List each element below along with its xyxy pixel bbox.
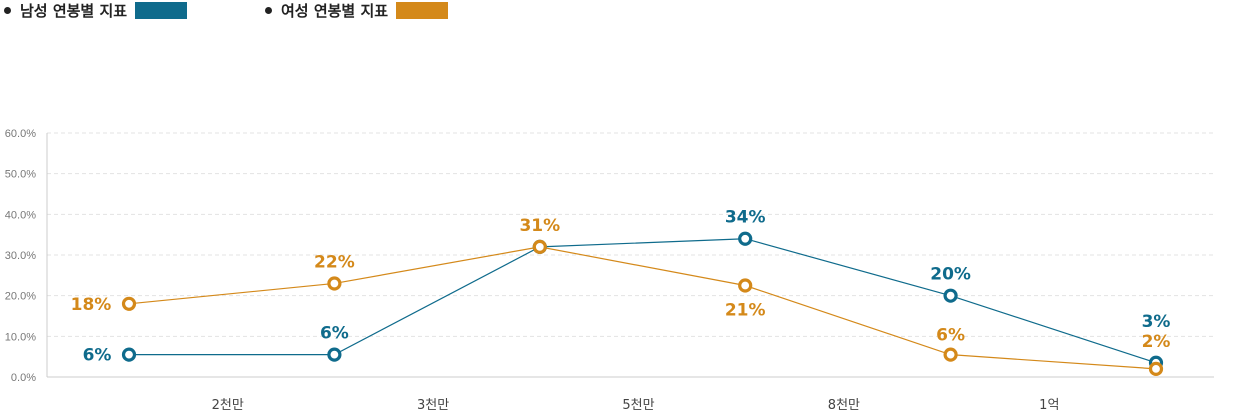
series-line-male bbox=[129, 238, 1157, 364]
y-tick-label: 0.0% bbox=[11, 372, 36, 384]
data-label-female: 6% bbox=[936, 326, 965, 346]
data-label-male: 20% bbox=[930, 265, 971, 285]
data-label-female: 31% bbox=[519, 216, 560, 236]
y-tick-label: 30.0% bbox=[5, 250, 36, 262]
data-label-female: 18% bbox=[71, 295, 112, 315]
data-point-female bbox=[532, 239, 547, 254]
data-point-male bbox=[121, 347, 137, 362]
legend-swatch-male bbox=[135, 1, 188, 19]
legend-bullet bbox=[4, 6, 11, 14]
series-line-female bbox=[128, 246, 1157, 370]
y-tick-label: 50.0% bbox=[5, 169, 36, 181]
legend-swatch-female bbox=[396, 1, 449, 19]
y-tick-label: 60.0% bbox=[5, 128, 36, 140]
data-label-female: 22% bbox=[314, 252, 355, 272]
x-tick-label: 1억 bbox=[1039, 398, 1059, 410]
data-label-male: 3% bbox=[1142, 312, 1171, 332]
legend-item-female[interactable]: 여성 연봉별 지표 bbox=[265, 0, 449, 20]
x-tick-label: 8천만 bbox=[828, 398, 860, 410]
y-tick-label: 10.0% bbox=[5, 331, 36, 343]
data-label-female: 21% bbox=[725, 301, 766, 321]
data-label-male: 6% bbox=[83, 346, 112, 366]
x-tick-label: 3천만 bbox=[417, 398, 449, 410]
legend-label-female: 여성 연봉별 지표 bbox=[281, 1, 389, 20]
data-label-male: 6% bbox=[320, 324, 349, 344]
legend-item-male[interactable]: 남성 연봉별 지표 bbox=[4, 0, 188, 20]
data-point-male bbox=[327, 347, 342, 362]
legend-bullet bbox=[265, 6, 272, 14]
data-point-female bbox=[738, 278, 753, 293]
x-tick-label: 2천만 bbox=[212, 398, 244, 410]
data-point-male bbox=[943, 288, 958, 303]
y-tick-label: 20.0% bbox=[5, 291, 36, 303]
data-label-female: 2% bbox=[1142, 332, 1171, 352]
data-point-female bbox=[943, 347, 958, 362]
data-label-male: 34% bbox=[725, 208, 766, 228]
data-point-female bbox=[327, 276, 342, 291]
y-tick-label: 40.0% bbox=[5, 209, 36, 221]
data-point-female bbox=[121, 296, 137, 311]
data-point-male bbox=[738, 231, 753, 246]
data-point-female bbox=[1148, 361, 1164, 376]
x-tick-label: 5천만 bbox=[622, 398, 654, 410]
legend-label-male: 남성 연봉별 지표 bbox=[20, 1, 128, 20]
